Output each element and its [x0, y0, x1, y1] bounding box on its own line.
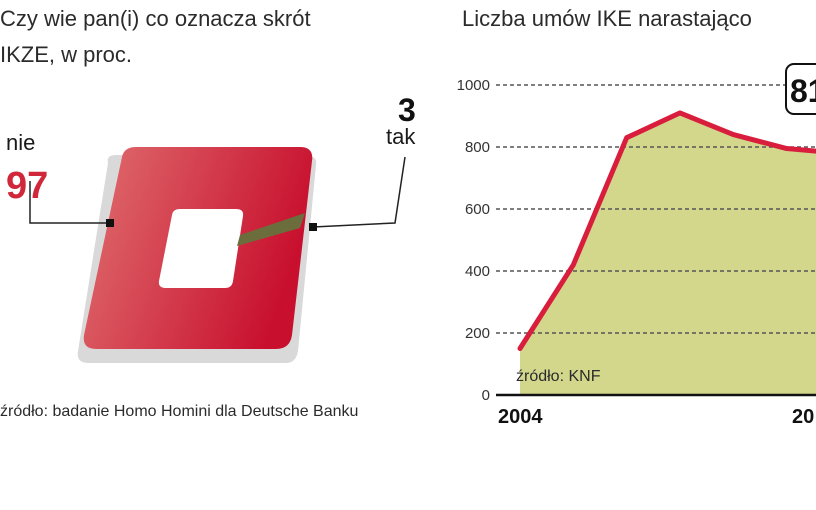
x-label-end: 20	[792, 406, 815, 428]
left-title-line2: IKZE, w proc.	[0, 42, 133, 67]
label-nie: nie	[6, 130, 36, 155]
y-tick-label: 800	[465, 139, 490, 156]
donut-chart	[29, 147, 406, 363]
leader-marker-nie	[106, 219, 114, 227]
callout-box	[785, 63, 816, 115]
x-label-start: 2004	[498, 406, 543, 428]
leader-marker-tak	[309, 223, 317, 231]
y-tick-label: 0	[482, 387, 490, 404]
y-tick-label: 1000	[457, 77, 490, 94]
value-tak: 3	[398, 92, 416, 128]
area-chart: 0 200 400 600 800 1000 81	[457, 63, 816, 404]
donut-hole	[158, 209, 244, 288]
y-tick-label: 200	[465, 325, 490, 342]
left-source: źródło: badanie Homo Homini dla Deutsche…	[0, 403, 359, 420]
value-nie: 97	[6, 165, 49, 207]
right-title: Liczba umów IKE narastająco	[462, 6, 752, 31]
area-fill	[520, 112, 816, 395]
leader-line-tak	[312, 156, 406, 228]
label-tak: tak	[386, 124, 416, 149]
right-source: źródło: KNF	[516, 368, 601, 385]
leader-line-nie	[29, 181, 108, 224]
y-tick-label: 400	[465, 263, 490, 280]
donut-segment-tak	[237, 213, 305, 246]
left-title-line1: Czy wie pan(i) co oznacza skrót	[0, 6, 311, 31]
series-line	[517, 110, 816, 351]
callout-value: 81	[790, 73, 816, 109]
y-tick-label: 600	[465, 201, 490, 218]
